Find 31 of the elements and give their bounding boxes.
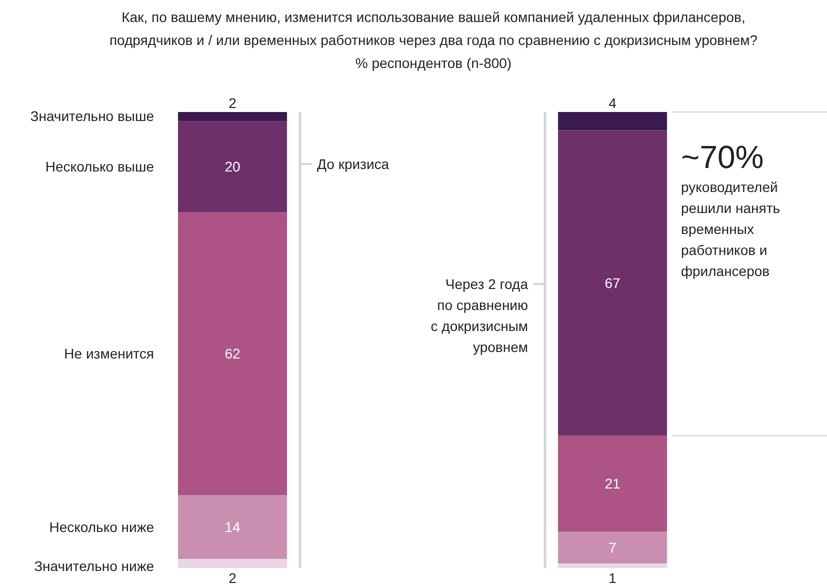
- data-label: 67: [604, 275, 620, 291]
- series-label: Несколько выше: [45, 158, 154, 175]
- bar: [558, 130, 667, 436]
- data-label: 2: [228, 570, 237, 586]
- data-label: 4: [608, 95, 617, 111]
- bar: [178, 121, 287, 212]
- bar: [558, 532, 667, 564]
- data-label: 7: [608, 539, 617, 556]
- chart-subtitle: % респондентов (n-800): [355, 55, 512, 71]
- bar: [558, 112, 667, 130]
- bar: [178, 495, 287, 559]
- data-label: 2: [228, 95, 237, 111]
- series-label: Не изменится: [64, 346, 154, 362]
- data-label: 20: [224, 158, 240, 175]
- bar: [178, 212, 287, 496]
- series-label: Значительно выше: [30, 108, 154, 124]
- bar: [178, 112, 287, 122]
- chart-title: Как, по вашему мнению, изменится использование вашей компанией удаленных фрилансеров, подрядчиков и / или временных работников через два года по сравнению с докризисным уровнем?: [109, 9, 758, 48]
- data-label: 14: [224, 518, 240, 535]
- series-label: Значительно ниже: [34, 558, 154, 574]
- x-tick-label: До кризиса: [317, 156, 390, 172]
- data-label: 21: [604, 476, 620, 492]
- series-label: Несколько ниже: [49, 518, 154, 535]
- bar: [178, 558, 287, 568]
- data-label: 1: [608, 570, 617, 586]
- annotation: ~70%: [681, 139, 764, 175]
- data-label: 62: [224, 346, 240, 362]
- x-tick-label: Через 2 года по сравнению с докризисным уровнем: [430, 276, 528, 355]
- bar: [558, 563, 667, 568]
- annotation: руководителей решили нанять временных работников и фрилансеров: [681, 179, 780, 279]
- bar: [558, 436, 667, 532]
